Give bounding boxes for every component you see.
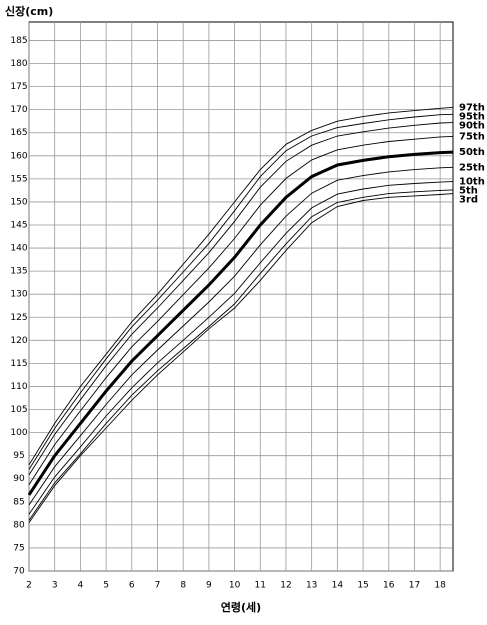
y-tick-label: 95 [13, 451, 24, 461]
x-tick-label: 8 [180, 581, 186, 591]
legend-label: 90th [459, 120, 485, 131]
legend-label: 25th [459, 162, 485, 173]
percentile-line [28, 135, 454, 485]
x-tick-label: 6 [129, 581, 135, 591]
x-tick-label: 16 [383, 581, 395, 591]
x-tick-label: 17 [409, 581, 420, 591]
x-tick-label: 12 [280, 581, 291, 591]
y-tick-label: 115 [10, 359, 27, 369]
x-tick-label: 5 [103, 581, 109, 591]
legend-label: 3rd [459, 195, 478, 206]
y-tick-label: 165 [10, 128, 27, 138]
y-tick-label: 145 [10, 220, 27, 230]
percentile-line [28, 189, 454, 521]
x-tick-label: 4 [78, 581, 84, 591]
y-tick-label: 125 [10, 313, 27, 323]
percentile-line [28, 122, 454, 476]
x-tick-label: 11 [255, 581, 266, 591]
x-tick-label: 15 [357, 581, 368, 591]
y-tick-label: 140 [10, 244, 27, 254]
legend-label: 10th [459, 177, 485, 188]
x-tick-label: 9 [206, 581, 212, 591]
y-tick-label: 110 [10, 382, 27, 392]
x-tick-label: 3 [52, 581, 58, 591]
x-tick-label: 10 [229, 581, 241, 591]
y-tick-label: 185 [10, 36, 27, 46]
y-tick-label: 75 [13, 543, 24, 553]
x-tick-label: 2 [26, 581, 32, 591]
y-tick-label: 85 [13, 497, 24, 507]
y-tick-label: 150 [10, 197, 27, 207]
legend-label: 75th [459, 131, 485, 142]
y-tick-label: 120 [10, 336, 27, 346]
y-tick-label: 135 [10, 267, 27, 277]
y-tick-label: 105 [10, 405, 27, 415]
legend-label: 97th [459, 102, 485, 113]
percentile-line [28, 166, 454, 506]
y-axis-title: 신장(cm) [5, 4, 53, 18]
legend-label: 5th [459, 186, 478, 197]
x-tick-label: 14 [332, 581, 344, 591]
x-axis-title: 연령(세) [221, 600, 261, 614]
percentile-line [28, 181, 454, 515]
y-tick-label: 80 [13, 520, 25, 530]
x-tick-label: 7 [155, 581, 161, 591]
percentile-line [28, 113, 454, 470]
x-tick-label: 13 [306, 581, 317, 591]
percentile-line [28, 106, 454, 466]
y-tick-label: 100 [10, 428, 27, 438]
y-tick-label: 70 [13, 567, 25, 577]
percentile-line [27, 150, 454, 496]
y-tick-label: 175 [10, 82, 27, 92]
y-tick-label: 180 [10, 59, 27, 69]
percentile-line [28, 193, 454, 523]
y-tick-label: 170 [10, 105, 27, 115]
legend-label: 95th [459, 111, 485, 122]
y-tick-label: 130 [10, 290, 27, 300]
y-tick-label: 160 [10, 151, 27, 161]
x-tick-label: 18 [434, 581, 446, 591]
y-tick-label: 155 [10, 174, 27, 184]
y-tick-label: 90 [13, 474, 25, 484]
legend-label: 50th [459, 147, 485, 158]
